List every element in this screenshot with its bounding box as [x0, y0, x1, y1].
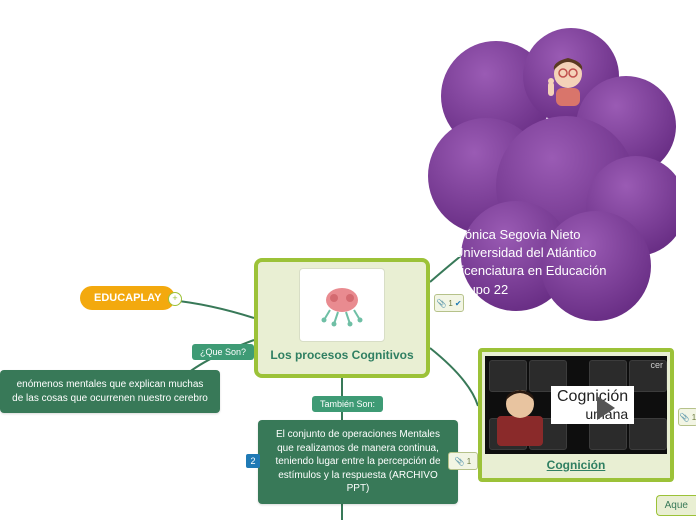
author-line-3: Licenciatura en Educación [454, 262, 654, 280]
definition-box-2[interactable]: El conjunto de operaciones Mentales que … [258, 420, 458, 504]
central-image [299, 268, 385, 342]
number-badge: 2 [246, 454, 260, 468]
attachment-chip-box2[interactable]: 📎1 [448, 452, 478, 470]
author-line-1: Mónica Segovia Nieto [454, 226, 654, 244]
author-line-4: Grupo 22 [454, 281, 654, 299]
person-icon [491, 386, 549, 448]
author-avatar [540, 52, 596, 108]
check-icon: ✔ [455, 299, 462, 308]
video-node[interactable]: Cognición umana cer Cognición [478, 348, 674, 482]
clip-icon: 📎 [436, 299, 446, 308]
educaplay-node[interactable]: EDUCAPLAY [80, 286, 175, 310]
mindmap-canvas: Mónica Segovia Nieto Universidad del Atl… [0, 0, 696, 520]
definition-text-2: El conjunto de operaciones Mentales que … [275, 429, 440, 494]
educaplay-label: EDUCAPLAY [94, 292, 161, 304]
attachment-chip-video[interactable]: 📎1 [678, 408, 696, 426]
author-line-2: Universidad del Atlántico [454, 244, 654, 262]
clip-icon: 📎 [455, 457, 465, 466]
definition-text-1: enómenos mentales que explican muchas de… [12, 379, 208, 404]
video-thumbnail[interactable]: Cognición umana cer [485, 356, 667, 454]
clip-icon: 📎 [680, 413, 690, 422]
definition-box-1[interactable]: enómenos mentales que explican muchas de… [0, 370, 220, 413]
brain-icon [312, 280, 372, 330]
partial-node-bottom-right[interactable]: Aque [656, 495, 696, 516]
central-node[interactable]: Los procesos Cognitivos [254, 258, 430, 378]
play-icon[interactable] [597, 396, 615, 420]
video-corner-text: cer [650, 360, 663, 370]
author-cloud: Mónica Segovia Nieto Universidad del Atl… [426, 26, 676, 306]
expand-handle[interactable]: + [168, 292, 182, 306]
label-que-son: ¿Que Son? [192, 344, 254, 360]
label-tambien-son: También Son: [312, 396, 383, 412]
video-label[interactable]: Cognición [547, 458, 606, 472]
attachment-chip-center[interactable]: 📎1✔ [434, 294, 464, 312]
video-overlay-title: Cognición umana [551, 386, 634, 424]
central-title: Los procesos Cognitivos [270, 348, 413, 362]
